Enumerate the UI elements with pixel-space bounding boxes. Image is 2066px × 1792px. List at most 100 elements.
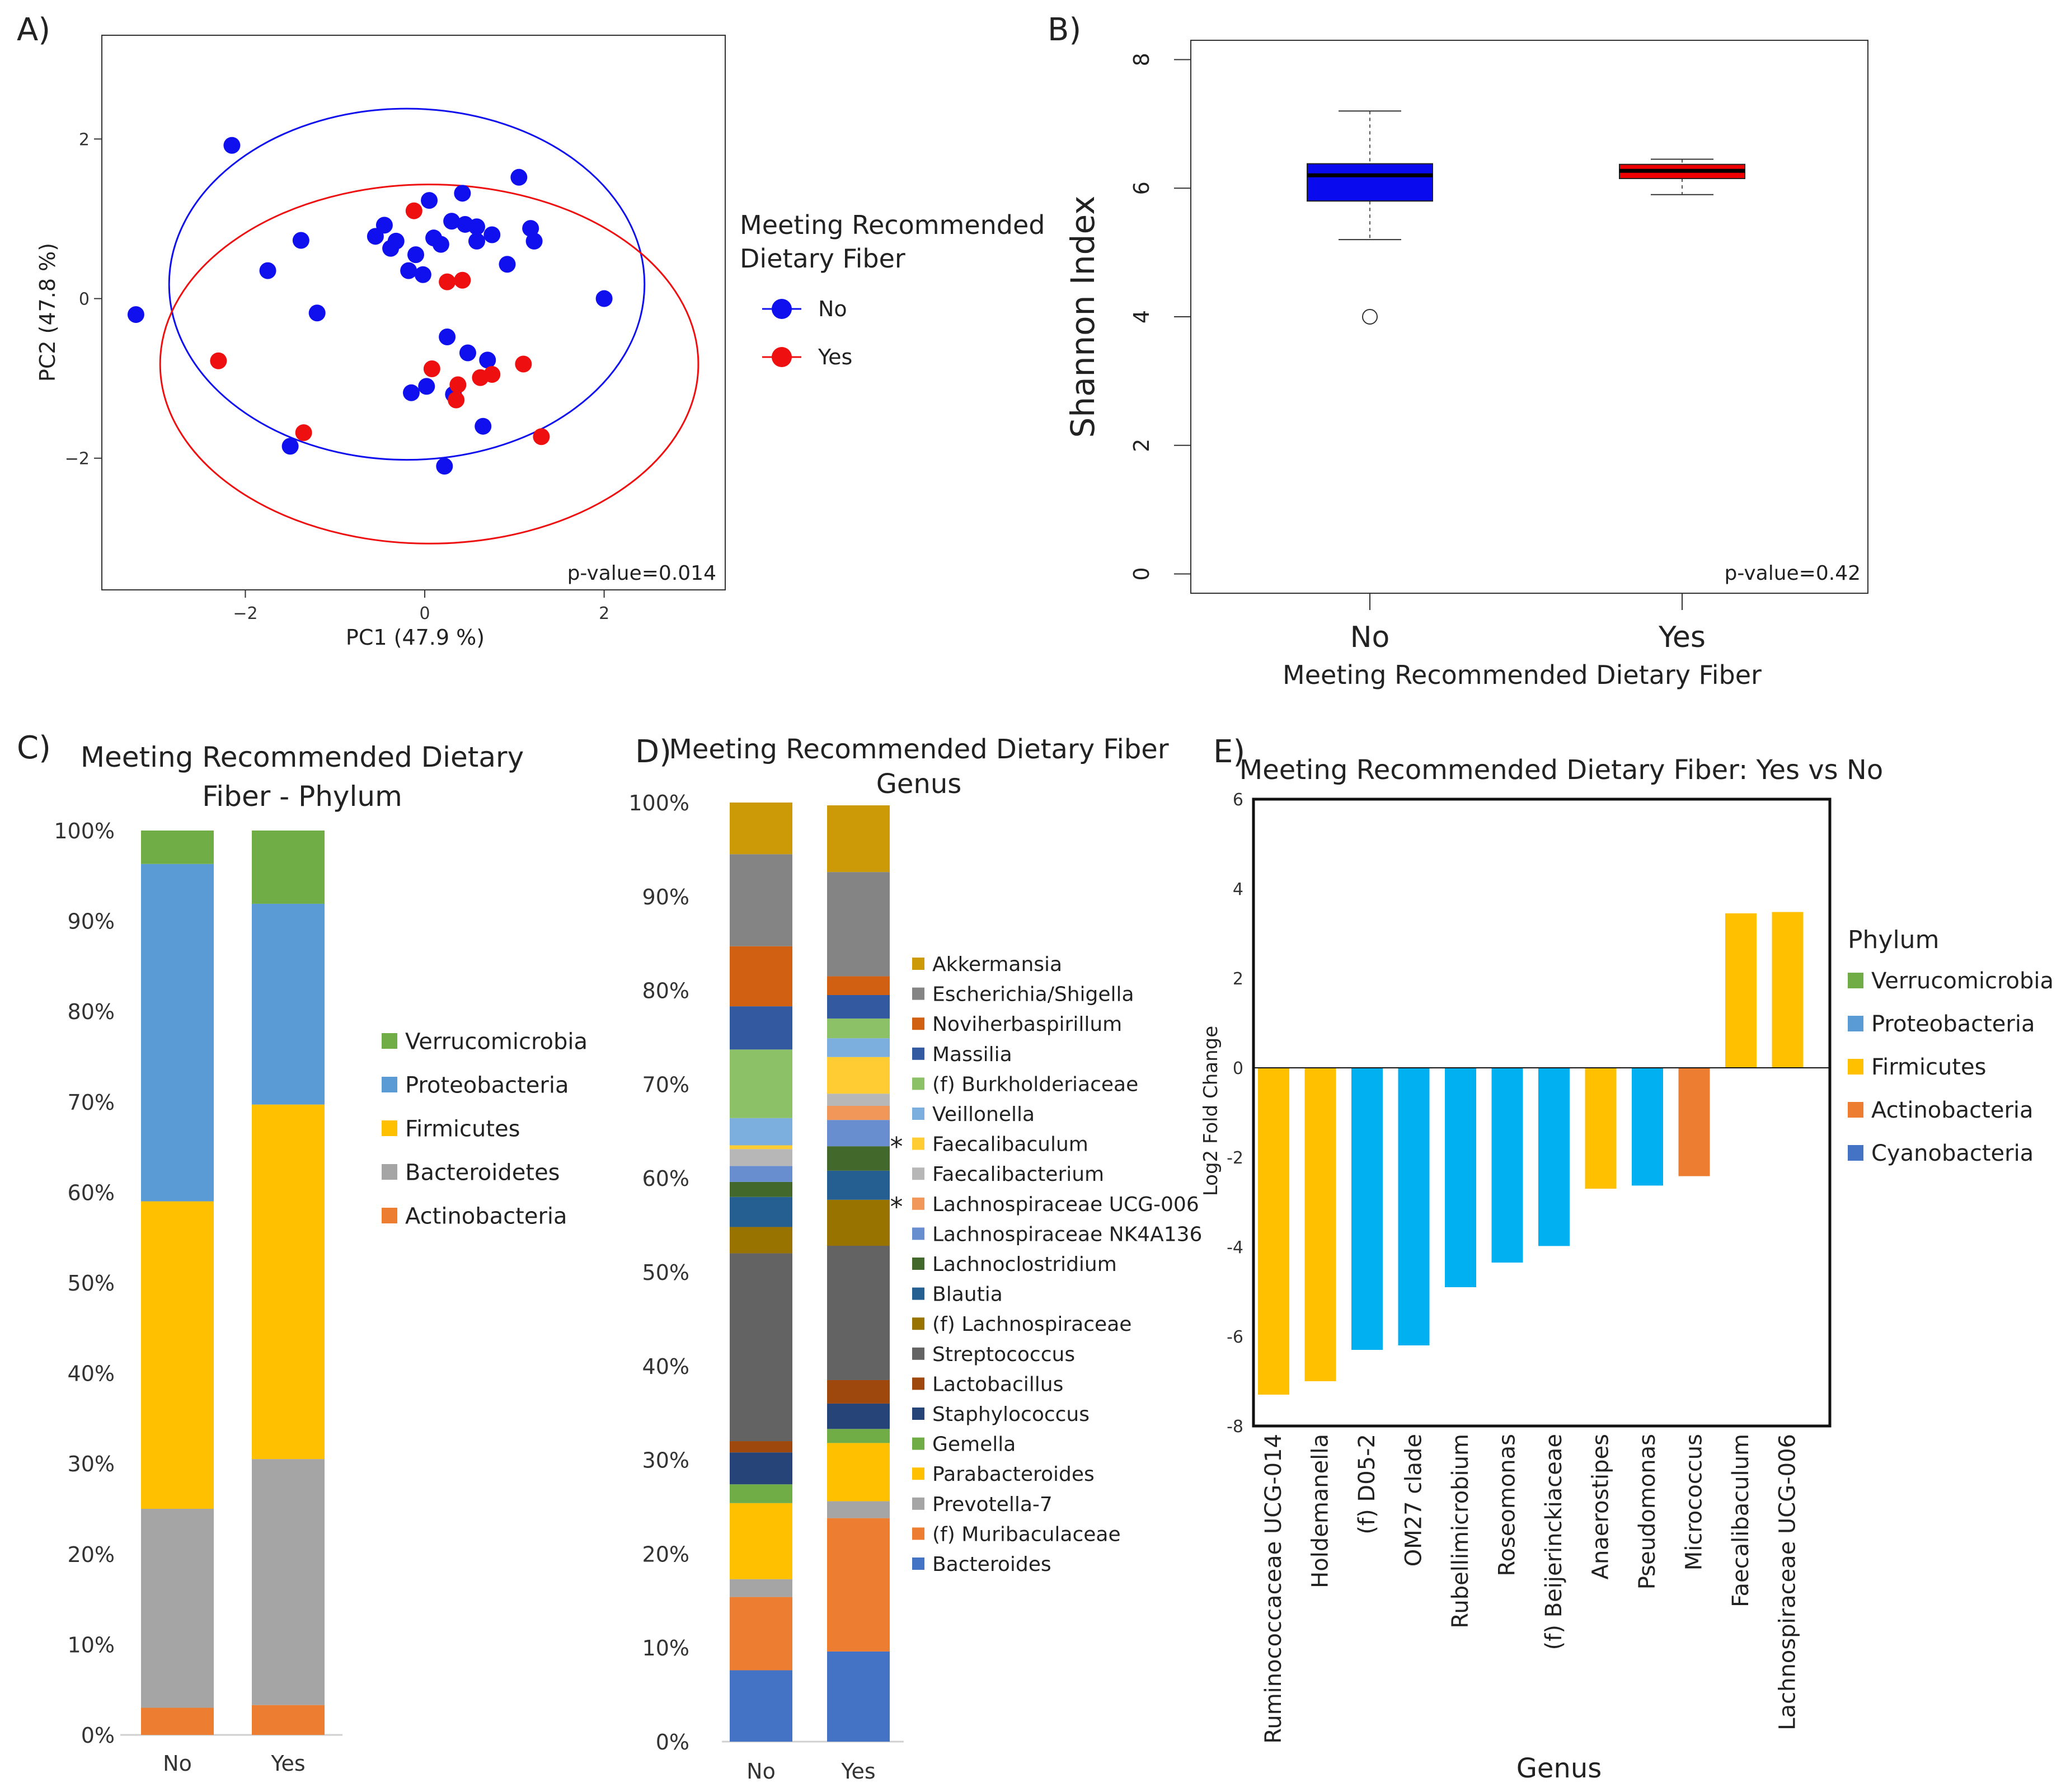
panel-c-legend-swatch-firmicutes — [382, 1120, 397, 1136]
panel-a-point-no — [387, 232, 405, 250]
panel-d-segment-no-noviherbaspirillum — [730, 946, 792, 1007]
panel-d-ytick-label: 50% — [642, 1260, 689, 1285]
panel-d-segment-no-prevotella-7 — [730, 1579, 792, 1597]
panel-a-legend-marker-no — [772, 299, 792, 319]
panel-d-legend-label-faecalibacterium: Faecalibacterium — [932, 1163, 1104, 1186]
panel-e-bar-anaerostipes — [1585, 1068, 1617, 1189]
panel-a-point-no — [443, 213, 461, 230]
panel-d-legend-label-lachnospiraceae-nk4a136: Lachnospiraceae NK4A136 — [932, 1223, 1202, 1246]
panel-a-legend-title-line2: Dietary Fiber — [740, 243, 905, 274]
panel-e-bar-holdemanella — [1304, 1068, 1336, 1381]
panel-a-point-no — [525, 232, 543, 250]
panel-d-legend-swatch-prevotella-7 — [912, 1497, 924, 1510]
panel-a-point-yes — [515, 355, 532, 373]
panel-d-segment-yes-massilia — [827, 994, 890, 1019]
panel-a-point-yes — [448, 391, 465, 409]
panel-a-point-no — [407, 246, 425, 264]
panel-e-xlabel: Genus — [1516, 1753, 1602, 1784]
panel-c-ytick-label: 30% — [68, 1452, 115, 1476]
panel-a-point-no — [308, 304, 326, 322]
panel-e-xtick-label: Anaerostipes — [1588, 1434, 1614, 1579]
panel-c-xtick-label: Yes — [270, 1751, 305, 1776]
panel-a-frame — [101, 35, 726, 590]
panel-d-legend-swatch-parabacteroides — [912, 1467, 924, 1480]
panel-d-xtick-label: Yes — [841, 1759, 875, 1784]
panel-c-ytick-label: 20% — [68, 1542, 115, 1567]
panel-e-xtick-label: Ruminococcaceae UCG-014 — [1261, 1434, 1286, 1744]
panel-d-ytick-label: 90% — [642, 885, 689, 909]
panel-d-legend-star-faecalibaculum: * — [890, 1132, 903, 1162]
panel-d-legend-star-lachnospiraceae-ucg-006: * — [890, 1191, 903, 1222]
panel-c-legend-label-verrucomicrobia: Verrucomicrobia — [405, 1029, 588, 1054]
panel-e-xtick-label: Pseudomonas — [1635, 1434, 1660, 1589]
panel-a-point-no — [436, 457, 453, 475]
panel-d-segment-yes-bacteroides — [827, 1651, 890, 1742]
panel-d-segment-yes-faecalibacterium — [827, 1094, 890, 1106]
panel-e-xtick-label: Roseomonas — [1495, 1434, 1520, 1577]
panel-a-ellipse-yes — [159, 184, 699, 545]
panel-d-segment-no-faecalibacterium — [730, 1149, 792, 1166]
panel-d-segment-yes-blautia — [827, 1170, 890, 1200]
panel-a-point-no — [439, 328, 456, 345]
panel-d-segment-yes-veillonella — [827, 1038, 890, 1057]
panel-d-segment-no-akkermansia — [730, 803, 792, 855]
panel-c-segment-no-proteobacteria — [141, 864, 214, 1202]
panel-e-ytick-label: -8 — [1227, 1417, 1243, 1437]
panel-a-point-no — [522, 220, 539, 237]
panel-e-bar-rubellimicrobium — [1445, 1068, 1476, 1287]
panel-d-segment-no-staphylococcus — [730, 1452, 792, 1485]
panel-b-label: B) — [1048, 12, 1081, 48]
panel-d-segment-no-blautia — [730, 1197, 792, 1227]
panel-a-point-no — [127, 306, 144, 323]
panel-d-legend-label-escherichia-shigella: Escherichia/Shigella — [932, 983, 1134, 1006]
panel-b-xtick-label: No — [1350, 621, 1390, 654]
panel-e-bar-faecalibaculum — [1725, 913, 1757, 1068]
panel-d-segment-yes-akkermansia — [827, 805, 890, 872]
panel-d-segment-yes-faecalibaculum — [827, 1057, 890, 1094]
panel-a-point-no — [479, 351, 496, 369]
panel-c-ytick-label: 70% — [68, 1090, 115, 1115]
panel-c-segment-no-bacteroidetes — [141, 1509, 214, 1708]
panel-a-point-no — [483, 226, 501, 243]
panel-a-point-yes — [483, 366, 501, 383]
panel-c-segment-yes-bacteroidetes — [252, 1459, 325, 1705]
panel-d-segment-yes-staphylococcus — [827, 1403, 890, 1429]
panel-a-point-yes — [405, 202, 422, 219]
panel-a-point-no — [281, 438, 299, 455]
panel-d-legend-label-lachnoclostridium: Lachnoclostridium — [932, 1253, 1117, 1276]
panel-d-legend-swatch-f-lachnospiraceae — [912, 1317, 924, 1330]
panel-d-segment-yes-lachnoclostridium — [827, 1146, 890, 1171]
panel-e-legend-swatch-firmicutes — [1848, 1059, 1863, 1075]
panel-d-ytick-label: 40% — [642, 1354, 689, 1379]
panel-c-ytick-label: 60% — [68, 1180, 115, 1205]
panel-a-point-no — [468, 218, 486, 236]
panel-a-ylabel: PC2 (47.8 %) — [35, 243, 60, 382]
panel-b-xtick-label: Yes — [1658, 621, 1706, 654]
panel-a-point-no — [402, 384, 420, 401]
panel-e-xtick-label: Faecalibaculum — [1728, 1434, 1754, 1607]
panel-a-ytick-label: 0 — [79, 290, 90, 309]
panel-a-point-no — [259, 262, 276, 279]
panel-c-label: C) — [17, 730, 51, 766]
panel-e-legend-label-actinobacteria: Actinobacteria — [1871, 1097, 2034, 1123]
panel-e-legend-swatch-actinobacteria — [1848, 1102, 1863, 1118]
panel-a-point-yes — [449, 376, 467, 393]
panel-a-point-no — [223, 137, 241, 154]
panel-d-segment-yes-f-lachnospiraceae — [827, 1199, 890, 1246]
panel-d-legend-swatch-lachnoclostridium — [912, 1258, 924, 1270]
panel-c-ytick-label: 10% — [68, 1632, 115, 1657]
panel-d-segment-yes-parabacteroides — [827, 1443, 890, 1502]
panel-c-xtick-label: No — [163, 1751, 192, 1776]
panel-e-title: Meeting Recommended Dietary Fiber: Yes v… — [1239, 754, 1883, 786]
panel-e-xtick-label: (f) Beijerinckiaceae — [1541, 1434, 1567, 1650]
panel-d-legend-swatch-staphylococcus — [912, 1408, 924, 1420]
panel-a-ytick-label: 2 — [79, 130, 90, 149]
panel-c-title-line2: Fiber - Phylum — [202, 780, 402, 813]
panel-d-legend-swatch-f-burkholderiaceae — [912, 1077, 924, 1090]
panel-d-legend-label-veillonella: Veillonella — [932, 1103, 1035, 1126]
panel-c-legend-label-proteobacteria: Proteobacteria — [405, 1072, 569, 1098]
panel-e-legend-label-firmicutes: Firmicutes — [1871, 1054, 1987, 1080]
panel-d-segment-no-lachnoclostridium — [730, 1181, 792, 1197]
panel-e-legend-swatch-cyanobacteria — [1848, 1145, 1863, 1161]
